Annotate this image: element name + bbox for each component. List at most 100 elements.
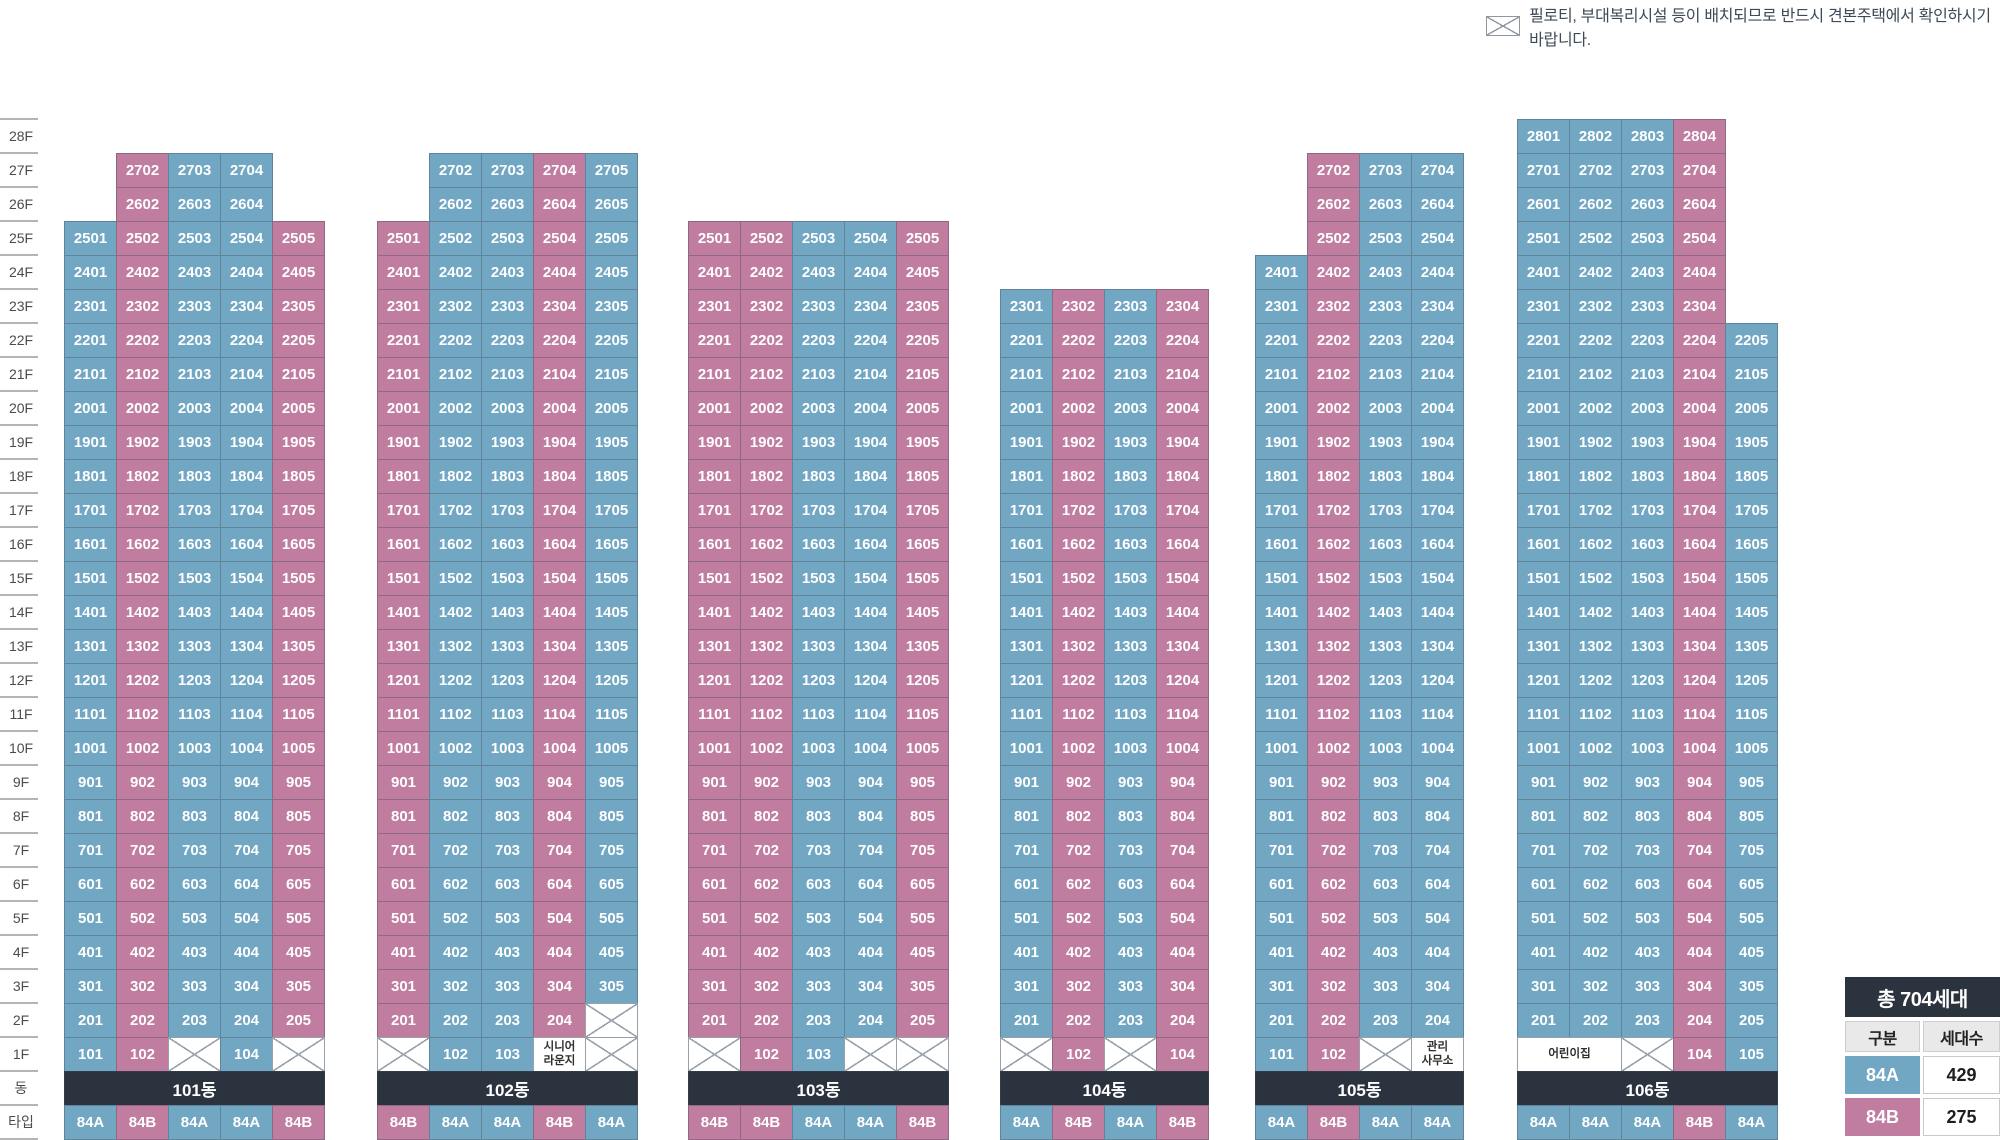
axis-tick xyxy=(0,220,38,222)
unit-cell: 2105 xyxy=(1725,357,1778,392)
unit-cell: 2002 xyxy=(116,391,169,426)
type-cell: 84A xyxy=(1255,1105,1308,1140)
floor-label-17F: 17F xyxy=(8,502,34,518)
unit-cell: 2605 xyxy=(585,187,638,222)
unit-cell: 1005 xyxy=(1725,731,1778,766)
unit-cell: 704 xyxy=(533,833,586,868)
unit-cell: 1902 xyxy=(116,425,169,460)
unit-cell: 2402 xyxy=(429,255,482,290)
unit-cell: 503 xyxy=(481,901,534,936)
unit-cell: 1201 xyxy=(1255,663,1308,698)
unit-cell: 2204 xyxy=(220,323,273,358)
unit-cell: 1504 xyxy=(1156,561,1209,596)
unit-cell: 1504 xyxy=(844,561,897,596)
unit-cell: 1301 xyxy=(64,629,117,664)
unit-cell: 205 xyxy=(896,1003,949,1038)
unit-cell: 2604 xyxy=(1411,187,1464,222)
unit-cell: 102 xyxy=(116,1037,169,1072)
type-cell: 84A xyxy=(1000,1105,1053,1140)
crossed-cell xyxy=(1104,1037,1157,1072)
unit-cell: 2101 xyxy=(688,357,741,392)
unit-cell: 1302 xyxy=(429,629,482,664)
unit-cell: 804 xyxy=(844,799,897,834)
unit-cell: 1204 xyxy=(1673,663,1726,698)
unit-cell: 104 xyxy=(220,1037,273,1072)
unit-cell: 2701 xyxy=(1517,153,1570,188)
unit-cell: 2003 xyxy=(1104,391,1157,426)
unit-cell: 1903 xyxy=(1104,425,1157,460)
floor-label-3F: 3F xyxy=(12,978,30,994)
unit-cell: 302 xyxy=(1569,969,1622,1004)
unit-cell: 2804 xyxy=(1673,119,1726,154)
unit-cell: 1102 xyxy=(1052,697,1105,732)
unit-cell: 1405 xyxy=(585,595,638,630)
axis-tick xyxy=(0,322,38,324)
unit-cell: 1303 xyxy=(1104,629,1157,664)
unit-cell: 2401 xyxy=(1517,255,1570,290)
floor-label-2F: 2F xyxy=(12,1012,30,1028)
type-cell: 84A xyxy=(1621,1105,1674,1140)
unit-cell: 2104 xyxy=(1411,357,1464,392)
type-cell: 84A xyxy=(1569,1105,1622,1140)
unit-cell: 1104 xyxy=(1673,697,1726,732)
unit-cell: 1502 xyxy=(116,561,169,596)
unit-cell: 1303 xyxy=(168,629,221,664)
unit-cell: 2004 xyxy=(1411,391,1464,426)
unit-cell: 1203 xyxy=(168,663,221,698)
unit-cell: 1101 xyxy=(688,697,741,732)
unit-cell: 1702 xyxy=(116,493,169,528)
unit-cell: 1501 xyxy=(1517,561,1570,596)
unit-cell: 1003 xyxy=(481,731,534,766)
unit-cell: 2302 xyxy=(1307,289,1360,324)
crossed-box-icon xyxy=(1486,16,1521,36)
unit-cell: 401 xyxy=(1255,935,1308,970)
unit-cell: 2602 xyxy=(1569,187,1622,222)
unit-cell: 2403 xyxy=(481,255,534,290)
unit-cell: 2303 xyxy=(481,289,534,324)
unit-cell: 2601 xyxy=(1517,187,1570,222)
unit-cell: 603 xyxy=(1359,867,1412,902)
unit-cell: 2001 xyxy=(1255,391,1308,426)
unit-cell: 305 xyxy=(272,969,325,1004)
unit-cell: 1201 xyxy=(64,663,117,698)
unit-cell: 1701 xyxy=(64,493,117,528)
unit-cell: 2702 xyxy=(429,153,482,188)
unit-cell: 1404 xyxy=(220,595,273,630)
unit-cell: 903 xyxy=(792,765,845,800)
unit-cell: 2201 xyxy=(1255,323,1308,358)
unit-cell: 1603 xyxy=(1621,527,1674,562)
unit-cell: 201 xyxy=(1000,1003,1053,1038)
unit-cell: 903 xyxy=(168,765,221,800)
unit-cell: 901 xyxy=(1000,765,1053,800)
unit-cell: 1402 xyxy=(1052,595,1105,630)
unit-cell: 1501 xyxy=(1255,561,1308,596)
unit-cell: 505 xyxy=(896,901,949,936)
unit-cell: 803 xyxy=(481,799,534,834)
unit-cell: 404 xyxy=(844,935,897,970)
unit-cell: 1604 xyxy=(1673,527,1726,562)
unit-cell: 1503 xyxy=(168,561,221,596)
unit-cell: 102 xyxy=(1307,1037,1360,1072)
unit-cell: 1703 xyxy=(1621,493,1674,528)
unit-cell: 1703 xyxy=(1104,493,1157,528)
unit-cell: 304 xyxy=(1156,969,1209,1004)
unit-cell: 302 xyxy=(740,969,793,1004)
unit-cell: 2302 xyxy=(1052,289,1105,324)
unit-cell: 2005 xyxy=(585,391,638,426)
unit-cell: 1402 xyxy=(429,595,482,630)
unit-cell: 1103 xyxy=(481,697,534,732)
unit-cell: 2004 xyxy=(844,391,897,426)
unit-cell: 2201 xyxy=(1517,323,1570,358)
unit-cell: 1502 xyxy=(1052,561,1105,596)
unit-cell: 405 xyxy=(272,935,325,970)
unit-cell: 902 xyxy=(429,765,482,800)
unit-cell: 2401 xyxy=(377,255,430,290)
unit-cell: 1003 xyxy=(1104,731,1157,766)
unit-cell: 1102 xyxy=(740,697,793,732)
disclaimer-text: 필로티, 부대복리시설 등이 배치되므로 반드시 견본주택에서 확인하시기 바랍… xyxy=(1529,8,1991,49)
unit-cell: 304 xyxy=(533,969,586,1004)
unit-cell: 905 xyxy=(1725,765,1778,800)
unit-cell: 301 xyxy=(1255,969,1308,1004)
unit-cell: 1702 xyxy=(1052,493,1105,528)
unit-cell: 2005 xyxy=(272,391,325,426)
